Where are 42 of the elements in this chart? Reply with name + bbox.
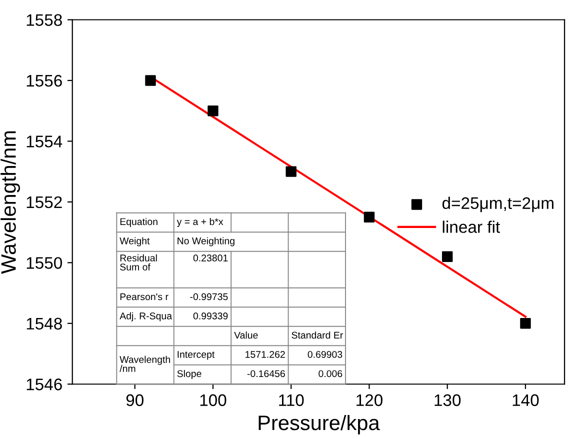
point [364,212,375,222]
y-tick-label: 1546 [26,378,62,390]
x-tick-label: 100 [200,394,226,406]
annotation: 0.23801 [193,254,228,262]
legend-label: linear fit [442,220,500,233]
annotation: 0.006 [318,370,342,378]
point [145,75,156,86]
x-tick-label: 140 [512,394,539,406]
annotation: Residual Sum of [120,254,157,270]
point [442,251,453,262]
annotation: -0.99735 [190,293,228,300]
y-tick-label: 1552 [26,196,62,208]
annotation: 0.69903 [308,350,342,358]
y-tick-label: 1548 [26,318,62,330]
annotation: Standard Er [292,331,343,339]
annotation: Value [234,331,258,339]
annotation: -0.16456 [247,370,285,378]
annotation: y = a + b*x [176,218,224,228]
annotation: Adj. R-Squa [120,312,172,322]
annotation: 1571.262 [246,350,285,358]
annotation: Equation [120,218,158,228]
y-tick-label: 1556 [26,74,62,87]
y-axis-title: Wavelength/nm [0,131,20,274]
annotation: Wavelength /nm [120,356,170,372]
point [286,166,296,177]
y-tick-label: 1558 [26,14,62,26]
annotation: Weight [120,237,150,246]
legend-label: d=25μm,t=2μm [442,196,554,212]
y-tick-label: 1554 [26,136,62,148]
annotation: Pearson's r [120,293,168,300]
y-tick-label: 1550 [26,257,62,269]
point [208,105,218,116]
annotation: Intercept [178,351,215,360]
x-tick-label: 130 [434,394,461,406]
x-tick-label: 120 [356,394,382,406]
x-tick-label: 110 [279,394,304,406]
annotation: No Weighting [178,237,234,246]
x-tick-label: 90 [126,394,144,406]
x-axis-title: Pressure/kpa [258,414,380,434]
point [520,318,531,329]
annotation: Slope [177,370,202,380]
annotation: 0.99339 [193,312,228,320]
